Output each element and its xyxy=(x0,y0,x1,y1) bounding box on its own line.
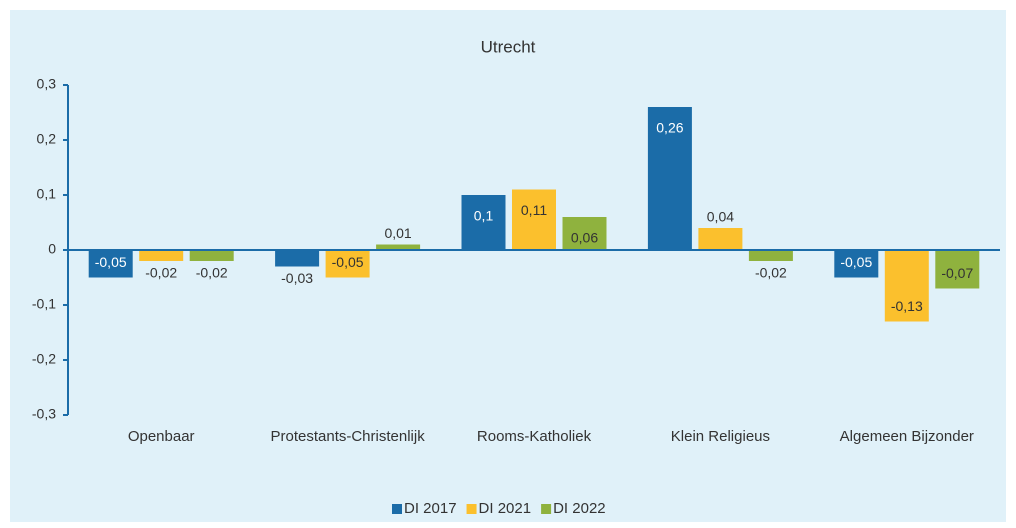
x-tick-label: Protestants-Christenlijk xyxy=(270,428,425,445)
bar xyxy=(461,195,506,250)
bar xyxy=(512,189,556,250)
bar xyxy=(748,250,793,261)
x-tick-label: Algemeen Bijzonder xyxy=(840,428,974,445)
bar xyxy=(325,250,370,278)
data-label: 0,06 xyxy=(571,230,598,246)
legend-swatch xyxy=(392,504,402,514)
data-label: 0,04 xyxy=(707,209,734,225)
data-label: 0,1 xyxy=(474,208,494,224)
data-label: -0,02 xyxy=(196,265,228,281)
data-label: 0,26 xyxy=(656,120,683,136)
y-tick-label: 0,3 xyxy=(37,76,57,92)
bar xyxy=(935,250,980,289)
data-label: -0,05 xyxy=(840,254,872,270)
bar xyxy=(884,250,929,322)
data-label: 0,11 xyxy=(521,202,547,218)
data-label: -0,03 xyxy=(281,270,313,286)
x-tick-label: Rooms-Katholiek xyxy=(477,428,592,445)
data-label: -0,05 xyxy=(332,254,364,270)
chart-title: Utrecht xyxy=(481,37,536,56)
legend-swatch xyxy=(466,504,477,514)
legend-label: DI 2022 xyxy=(553,500,606,517)
data-label: -0,05 xyxy=(95,254,127,270)
bar xyxy=(834,250,879,278)
bar xyxy=(139,250,184,261)
bar xyxy=(376,244,421,250)
bar xyxy=(88,250,133,278)
y-tick-label: 0,2 xyxy=(37,131,57,147)
y-tick-label: 0,1 xyxy=(37,186,57,202)
bar xyxy=(275,250,320,267)
data-label: -0,02 xyxy=(755,265,787,281)
bar xyxy=(189,250,234,261)
data-label: -0,02 xyxy=(145,265,177,281)
legend-label: DI 2017 xyxy=(404,500,457,517)
bar xyxy=(562,217,607,250)
x-tick-label: Klein Religieus xyxy=(671,428,770,445)
legend-label: DI 2021 xyxy=(479,500,532,517)
bar xyxy=(647,107,692,250)
y-tick-label: -0,2 xyxy=(32,351,56,367)
y-tick-label: -0,1 xyxy=(32,296,56,312)
data-label: 0,01 xyxy=(384,225,411,241)
data-label: -0,07 xyxy=(941,265,973,281)
legend-swatch xyxy=(541,504,552,514)
y-tick-label: 0 xyxy=(48,241,56,257)
data-label: -0,13 xyxy=(891,298,923,314)
y-tick-label: -0,3 xyxy=(32,406,56,422)
bar xyxy=(698,228,743,250)
x-tick-label: Openbaar xyxy=(128,428,195,445)
